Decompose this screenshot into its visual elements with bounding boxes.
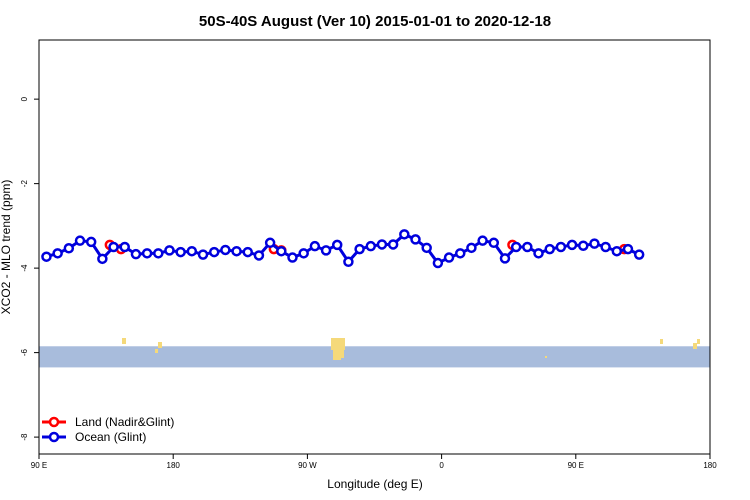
- data-point: [622, 243, 634, 255]
- map-land-patch: [158, 342, 162, 348]
- y-axis: 0 -2 -4 -6 -8: [20, 96, 39, 441]
- legend: Land (Nadir&Glint) Ocean (Glint): [42, 415, 174, 444]
- x-tick-label: 180: [167, 461, 181, 470]
- data-point: [522, 241, 533, 253]
- x-tick-label: 90 W: [298, 461, 317, 470]
- data-point: [253, 250, 265, 261]
- data-point: [309, 240, 321, 252]
- data-point: [600, 241, 611, 253]
- data-point: [432, 257, 444, 269]
- data-point: [197, 249, 209, 260]
- data-point: [544, 243, 555, 255]
- y-tick-label: -2: [20, 180, 29, 188]
- data-point: [566, 239, 578, 251]
- data-point: [399, 229, 410, 240]
- data-point: [276, 245, 287, 257]
- data-point: [421, 242, 432, 254]
- y-axis-label: XCO2 - MLO trend (ppm): [0, 180, 13, 315]
- data-point: [555, 241, 567, 253]
- data-point: [320, 245, 332, 256]
- data-point: [410, 234, 421, 245]
- data-point: [231, 245, 242, 257]
- data-point: [387, 239, 399, 250]
- data-point: [97, 253, 108, 265]
- map-land-patch: [697, 339, 700, 344]
- data-point: [354, 243, 365, 255]
- data-point: [74, 235, 86, 246]
- data-point: [589, 238, 600, 249]
- data-point: [287, 252, 298, 263]
- data-point: [141, 248, 153, 259]
- data-point: [264, 237, 276, 249]
- data-point: [186, 245, 198, 257]
- map-land-patch: [693, 343, 697, 349]
- data-point: [488, 237, 500, 249]
- data-point: [633, 249, 645, 260]
- data-point: [41, 251, 52, 262]
- data-point: [466, 242, 477, 254]
- map-land-patch: [122, 338, 126, 344]
- data-point: [443, 252, 455, 263]
- y-tick-label: -4: [20, 264, 29, 272]
- data-point: [164, 245, 175, 256]
- plot-frame: [38, 39, 711, 455]
- data-point: [108, 241, 119, 253]
- map-land-patch: [545, 356, 547, 358]
- data-point: [63, 243, 75, 254]
- map-ocean-band: [39, 346, 710, 368]
- y-tick-label: 0: [20, 96, 29, 101]
- data-point: [499, 253, 511, 264]
- x-tick-label: 180: [703, 461, 717, 470]
- data-point: [331, 239, 343, 251]
- data-point: [533, 248, 544, 259]
- data-point: [85, 236, 97, 248]
- data-point: [298, 248, 309, 259]
- data-point: [365, 240, 377, 252]
- legend-land-swatch-point: [48, 416, 60, 428]
- data-point: [175, 246, 186, 258]
- series-ocean: [41, 229, 645, 269]
- legend-ocean-swatch-point: [48, 431, 60, 443]
- y-tick-label: -8: [20, 433, 29, 441]
- data-point: [376, 239, 388, 250]
- data-point: [578, 240, 589, 251]
- data-point: [510, 241, 522, 253]
- series-layer: [41, 229, 645, 269]
- map-strip: [39, 338, 710, 368]
- data-point: [611, 245, 623, 257]
- data-point: [242, 246, 254, 258]
- data-point: [454, 248, 466, 259]
- data-point: [153, 248, 164, 259]
- data-point: [343, 256, 354, 268]
- chart-title: 50S-40S August (Ver 10) 2015-01-01 to 20…: [199, 13, 551, 30]
- data-point: [477, 235, 488, 246]
- x-axis-label: Longitude (deg E): [327, 477, 422, 491]
- map-land-patch: [155, 349, 158, 353]
- x-tick-label: 90 E: [31, 461, 47, 470]
- data-point: [220, 244, 231, 256]
- data-point: [119, 241, 130, 253]
- x-tick-label: 0: [439, 461, 444, 470]
- data-point: [130, 248, 142, 260]
- map-land-patch: [660, 339, 663, 344]
- data-point: [52, 248, 63, 259]
- map-land-patch: [337, 340, 344, 358]
- x-axis: 90 E 180 90 W 0 90 E 180: [31, 454, 717, 470]
- legend-ocean-label: Ocean (Glint): [75, 430, 146, 444]
- data-point: [208, 246, 220, 258]
- x-tick-label: 90 E: [568, 461, 584, 470]
- y-tick-label: -6: [20, 349, 29, 357]
- legend-land-label: Land (Nadir&Glint): [75, 415, 174, 429]
